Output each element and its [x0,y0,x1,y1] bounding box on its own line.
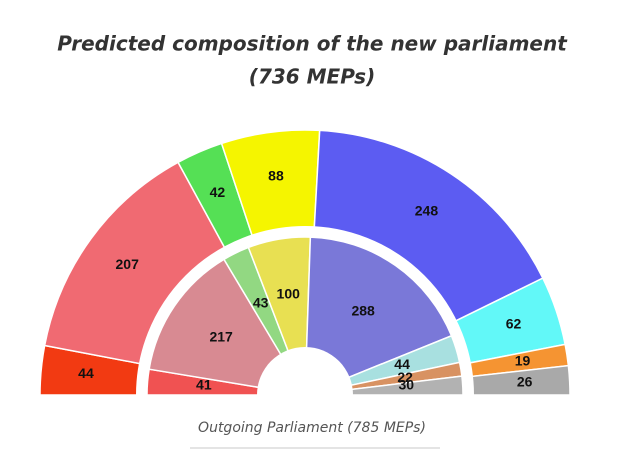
segment-label: 44 [78,365,94,381]
segment-label: 100 [277,286,301,302]
ring-gap [136,226,474,396]
chart-title: Predicted composition of the new parliam… [57,32,568,56]
segment-label: 42 [210,184,226,200]
segment-label: 248 [415,202,439,218]
segment-label: 43 [253,294,269,310]
segment-label: 19 [515,352,531,368]
center-hole [257,347,353,395]
segment-label: 62 [506,316,522,332]
segment-label: 30 [399,377,415,393]
segment-label: 26 [517,374,533,390]
segment-label: 44 [394,356,410,372]
segment-label: 217 [209,329,233,345]
segment-label: 88 [268,168,284,184]
segment-label: 288 [351,303,375,319]
segment-label: 41 [196,377,212,393]
inner-ring-caption: Outgoing Parliament (785 MEPs) [198,420,426,436]
segment-label: 207 [116,256,140,272]
segment-label: 22 [397,369,413,385]
chart-subtitle: (736 MEPs) [249,65,375,89]
